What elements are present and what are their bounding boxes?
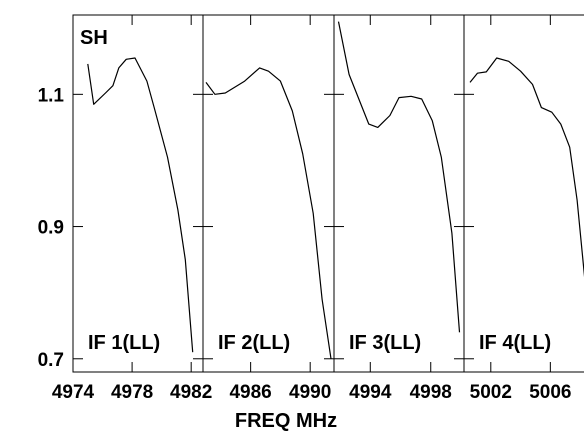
x-tick-marks <box>72 15 551 372</box>
x-tick-label: 4990 <box>289 382 331 403</box>
panel-label: IF 4(LL) <box>479 332 551 354</box>
panel-frame <box>463 14 584 373</box>
x-tick-label: 5002 <box>470 382 512 403</box>
panel-label: IF 2(LL) <box>218 332 290 354</box>
series-line <box>469 57 584 278</box>
x-tick-label: 4978 <box>111 382 153 403</box>
y-tick-label: 1.1 <box>38 85 65 106</box>
panel-label: IF 1(LL) <box>88 332 160 354</box>
x-tick-label: 4986 <box>229 382 271 403</box>
x-tick-label: 5006 <box>529 382 571 403</box>
panel-label: IF 3(LL) <box>349 332 421 354</box>
panel-frame <box>72 14 204 373</box>
y-tick-label: 0.7 <box>38 350 64 371</box>
x-tick-label: 4974 <box>52 382 95 403</box>
x-tick-label: 4998 <box>410 382 452 403</box>
panel-frame <box>333 14 465 373</box>
x-tick-labels: 4974 4978 4982 4986 4990 4994 4998 5002 5006 <box>52 382 572 403</box>
y-tick-label: 0.9 <box>38 218 64 239</box>
series-lines <box>87 21 584 359</box>
series-line <box>205 67 332 359</box>
panel-frames <box>72 14 584 373</box>
x-tick-label: 4994 <box>349 382 392 403</box>
y-tick-labels: 0.7 0.9 1.1 <box>38 85 65 370</box>
panel-frame <box>202 14 335 373</box>
corner-label: SH <box>80 27 108 49</box>
series-line <box>87 57 194 353</box>
series-line <box>337 21 461 333</box>
x-axis-title: FREQ MHz <box>235 410 337 432</box>
panel-labels: IF 1(LL) IF 2(LL) IF 3(LL) IF 4(LL) <box>88 332 551 354</box>
x-tick-label: 4982 <box>170 382 212 403</box>
y-tick-marks <box>73 93 474 360</box>
